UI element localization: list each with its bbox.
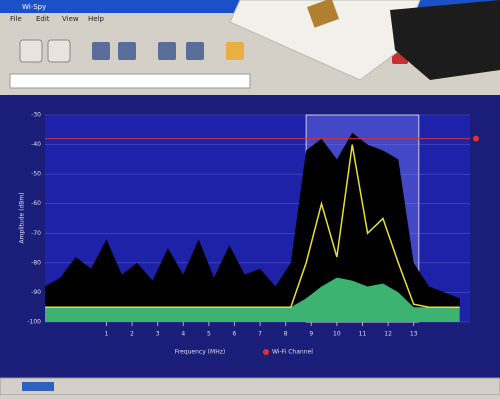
x-tick-label: 3 [156, 331, 160, 338]
status-bar [0, 378, 500, 395]
y-tick-label: -90 [31, 289, 41, 296]
legend-label: Wi-Fi Channel [272, 349, 313, 356]
menu-item[interactable]: Edit [36, 15, 50, 23]
threshold-marker [473, 136, 479, 142]
menu-item[interactable]: View [62, 15, 79, 23]
x-tick-label: 12 [384, 331, 392, 338]
menu-bar: File Edit View Help [10, 15, 105, 23]
x-tick-label: 11 [359, 331, 367, 338]
status-indicator [22, 382, 54, 391]
x-tick-label: 10 [333, 331, 341, 338]
tool-button[interactable] [226, 42, 244, 60]
menu-item[interactable]: Help [88, 15, 105, 23]
x-axis-label: Frequency (MHz) [175, 349, 225, 356]
y-tick-label: -70 [31, 230, 41, 237]
x-tick-label: 5 [207, 331, 211, 338]
x-tick-label: 1 [105, 331, 109, 338]
window-title: Wi-Spy [22, 3, 46, 11]
y-tick-label: -100 [27, 319, 41, 326]
tool-button[interactable] [20, 40, 42, 62]
tool-button[interactable] [92, 42, 110, 60]
chart: Amplitude (dBm) Frequency (MHz) Wi-Fi Ch… [19, 112, 480, 356]
screenshot: Wi-Spy File Edit View Help Amplitude (dBm) … [0, 0, 500, 395]
y-tick-label: -40 [31, 141, 41, 148]
tool-button[interactable] [158, 42, 176, 60]
x-tick-label: 8 [284, 331, 288, 338]
y-axis-label: Amplitude (dBm) [19, 192, 26, 243]
usb-device-photo [230, 0, 500, 80]
x-tick-label: 4 [181, 331, 185, 338]
legend-marker [263, 349, 269, 355]
y-tick-label: -80 [31, 259, 41, 266]
address-bar[interactable] [10, 74, 250, 88]
y-tick-label: -60 [31, 200, 41, 207]
tool-button[interactable] [48, 40, 70, 62]
tool-button[interactable] [118, 42, 136, 60]
y-tick-label: -30 [31, 112, 41, 119]
x-tick-label: 7 [258, 331, 262, 338]
x-tick-label: 13 [410, 331, 418, 338]
x-tick-label: 6 [233, 331, 237, 338]
x-tick-label: 9 [309, 331, 313, 338]
y-tick-label: -50 [31, 171, 41, 178]
menu-item[interactable]: File [10, 15, 22, 23]
x-tick-label: 2 [130, 331, 134, 338]
tool-button[interactable] [186, 42, 204, 60]
